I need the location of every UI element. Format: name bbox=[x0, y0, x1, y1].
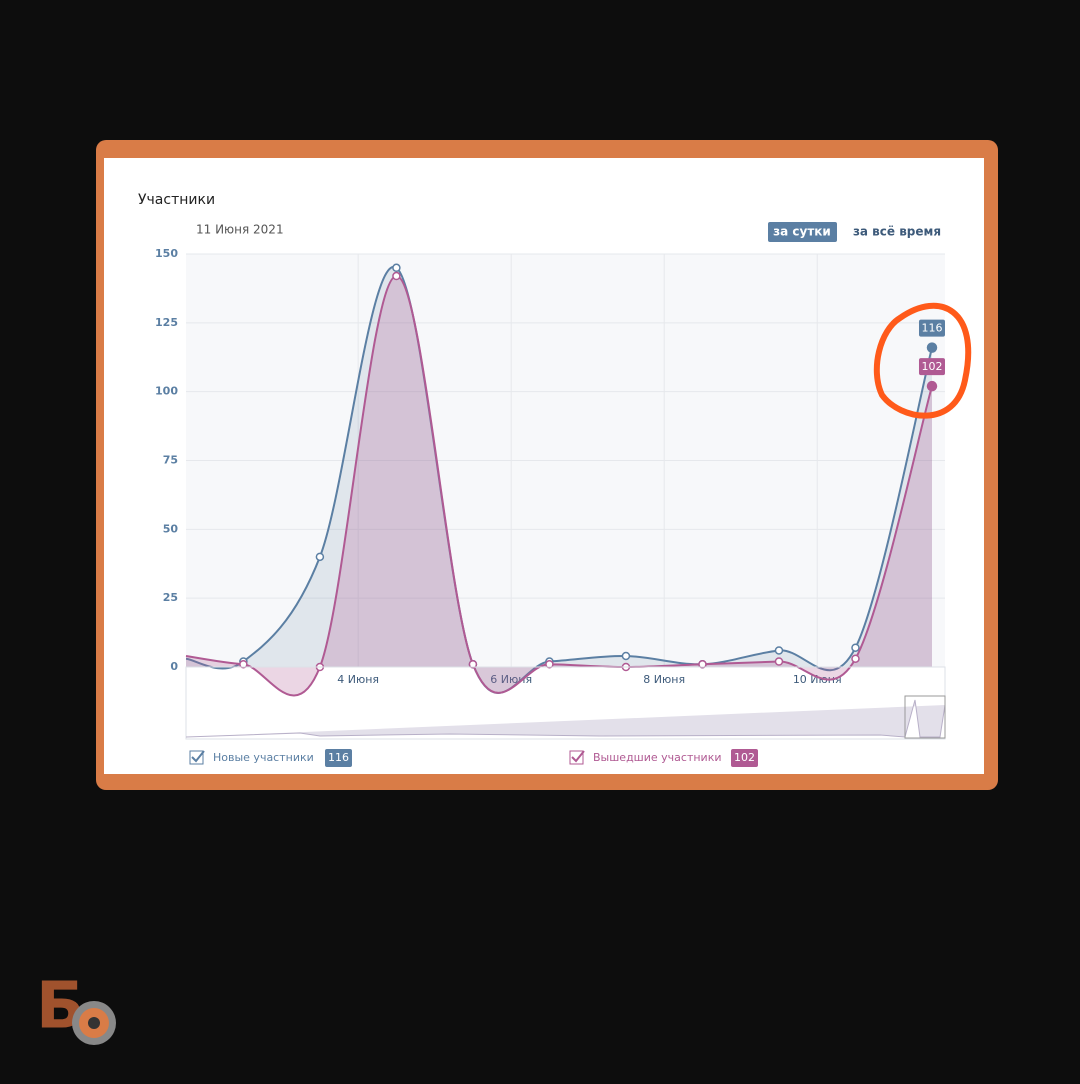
button-label[interactable]: за всё время bbox=[853, 225, 941, 239]
point bbox=[239, 659, 248, 669]
y-tick-label: 25 bbox=[163, 591, 178, 604]
value-badge bbox=[918, 358, 945, 376]
area bbox=[186, 276, 932, 696]
x-tick-label: 10 Июня bbox=[793, 673, 842, 686]
y-tick-label: 50 bbox=[163, 522, 179, 535]
point bbox=[392, 263, 401, 273]
legend-badge bbox=[325, 749, 352, 767]
value-label: 116 bbox=[921, 322, 942, 335]
navigator-line bbox=[185, 699, 946, 738]
legend-label: Новые участники bbox=[213, 751, 314, 764]
legend-badge bbox=[731, 749, 758, 767]
point bbox=[315, 552, 325, 562]
checkbox bbox=[569, 750, 584, 765]
y-tick-label: 150 bbox=[155, 247, 178, 260]
point bbox=[545, 659, 554, 669]
y-tick-label: 100 bbox=[155, 385, 178, 398]
value-badge bbox=[918, 319, 945, 337]
checkbox bbox=[189, 750, 204, 765]
point bbox=[926, 342, 938, 353]
x-tick-label: 6 Июня bbox=[490, 673, 532, 686]
point bbox=[774, 646, 784, 655]
date: 11 Июня 2021 bbox=[196, 223, 284, 237]
point bbox=[926, 380, 938, 392]
navigator-window[interactable] bbox=[904, 695, 946, 739]
logo-ring bbox=[88, 1017, 100, 1029]
point bbox=[698, 659, 707, 669]
point bbox=[392, 271, 401, 281]
x-tick-label: 4 Июня bbox=[337, 673, 379, 686]
legend-label: Вышедшие участники bbox=[593, 751, 722, 764]
value-label: 102 bbox=[921, 360, 942, 373]
title: Участники bbox=[138, 192, 215, 208]
checkmark[interactable] bbox=[191, 750, 205, 763]
point bbox=[621, 651, 631, 661]
button-label[interactable]: за сутки bbox=[773, 225, 831, 239]
y-tick-label: 75 bbox=[163, 454, 178, 467]
button[interactable] bbox=[768, 222, 837, 242]
y-tick-label: 0 bbox=[170, 660, 178, 673]
y-tick-label: 125 bbox=[155, 316, 178, 329]
legend-value: 116 bbox=[328, 751, 349, 764]
checkmark[interactable] bbox=[571, 750, 585, 763]
highlight-circle bbox=[873, 302, 972, 419]
area bbox=[186, 266, 932, 694]
point bbox=[774, 657, 784, 666]
point bbox=[851, 654, 860, 663]
point bbox=[468, 659, 478, 669]
legend-value: 102 bbox=[734, 751, 755, 764]
x-tick-label: 8 Июня bbox=[643, 673, 685, 686]
point bbox=[851, 643, 860, 652]
